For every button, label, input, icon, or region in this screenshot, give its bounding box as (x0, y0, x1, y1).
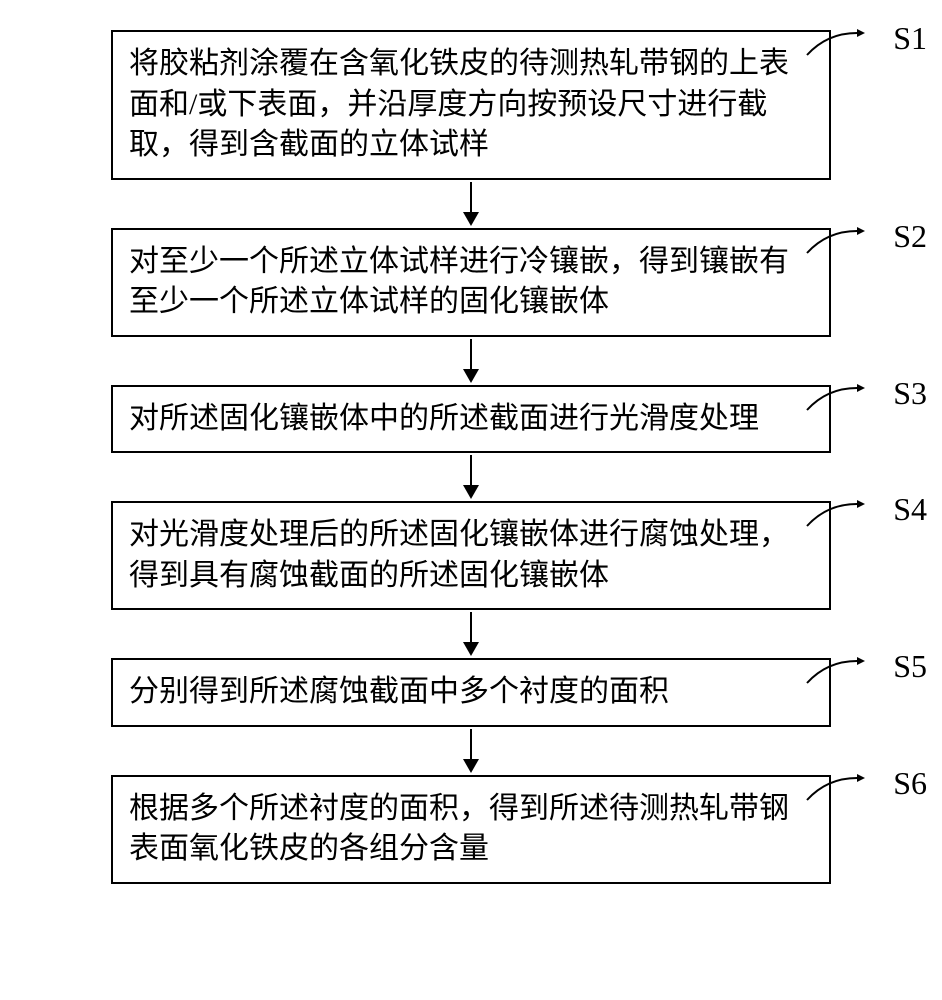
arrow-head (463, 369, 479, 383)
step-container-1: 将胶粘剂涂覆在含氧化铁皮的待测热轧带钢的上表面和/或下表面，并沿厚度方向按预设尺… (60, 30, 882, 180)
step-container-3: 对所述固化镶嵌体中的所述截面进行光滑度处理 S3 (60, 385, 882, 454)
arrow-connector-5 (463, 727, 479, 775)
arrow-connector-3 (463, 453, 479, 501)
arrow-connector-1 (463, 180, 479, 228)
step-box-3: 对所述固化镶嵌体中的所述截面进行光滑度处理 (111, 385, 831, 454)
arrow-head (463, 485, 479, 499)
arrow-line (470, 455, 472, 485)
arrow-line (470, 182, 472, 212)
label-arrow-6 (802, 770, 872, 810)
arrow-line (470, 612, 472, 642)
step-box-2: 对至少一个所述立体试样进行冷镶嵌，得到镶嵌有至少一个所述立体试样的固化镶嵌体 (111, 228, 831, 337)
step-container-4: 对光滑度处理后的所述固化镶嵌体进行腐蚀处理，得到具有腐蚀截面的所述固化镶嵌体 S… (60, 501, 882, 610)
step-box-4: 对光滑度处理后的所述固化镶嵌体进行腐蚀处理，得到具有腐蚀截面的所述固化镶嵌体 (111, 501, 831, 610)
step-box-6: 根据多个所述衬度的面积，得到所述待测热轧带钢表面氧化铁皮的各组分含量 (111, 775, 831, 884)
arrow-connector-4 (463, 610, 479, 658)
step-label-3: S3 (893, 375, 927, 412)
step-container-5: 分别得到所述腐蚀截面中多个衬度的面积 S5 (60, 658, 882, 727)
step-box-1: 将胶粘剂涂覆在含氧化铁皮的待测热轧带钢的上表面和/或下表面，并沿厚度方向按预设尺… (111, 30, 831, 180)
label-arrow-4 (802, 496, 872, 536)
step-label-6: S6 (893, 765, 927, 802)
step-label-1: S1 (893, 20, 927, 57)
step-container-2: 对至少一个所述立体试样进行冷镶嵌，得到镶嵌有至少一个所述立体试样的固化镶嵌体 S… (60, 228, 882, 337)
arrow-head (463, 212, 479, 226)
label-arrow-2 (802, 223, 872, 263)
label-arrow-3 (802, 380, 872, 420)
label-arrow-5 (802, 653, 872, 693)
step-container-6: 根据多个所述衬度的面积，得到所述待测热轧带钢表面氧化铁皮的各组分含量 S6 (60, 775, 882, 884)
step-label-2: S2 (893, 218, 927, 255)
arrow-connector-2 (463, 337, 479, 385)
step-box-5: 分别得到所述腐蚀截面中多个衬度的面积 (111, 658, 831, 727)
step-label-5: S5 (893, 648, 927, 685)
arrow-head (463, 759, 479, 773)
step-label-4: S4 (893, 491, 927, 528)
flowchart-container: 将胶粘剂涂覆在含氧化铁皮的待测热轧带钢的上表面和/或下表面，并沿厚度方向按预设尺… (60, 30, 882, 884)
arrow-line (470, 339, 472, 369)
label-arrow-1 (802, 25, 872, 65)
arrow-line (470, 729, 472, 759)
arrow-head (463, 642, 479, 656)
